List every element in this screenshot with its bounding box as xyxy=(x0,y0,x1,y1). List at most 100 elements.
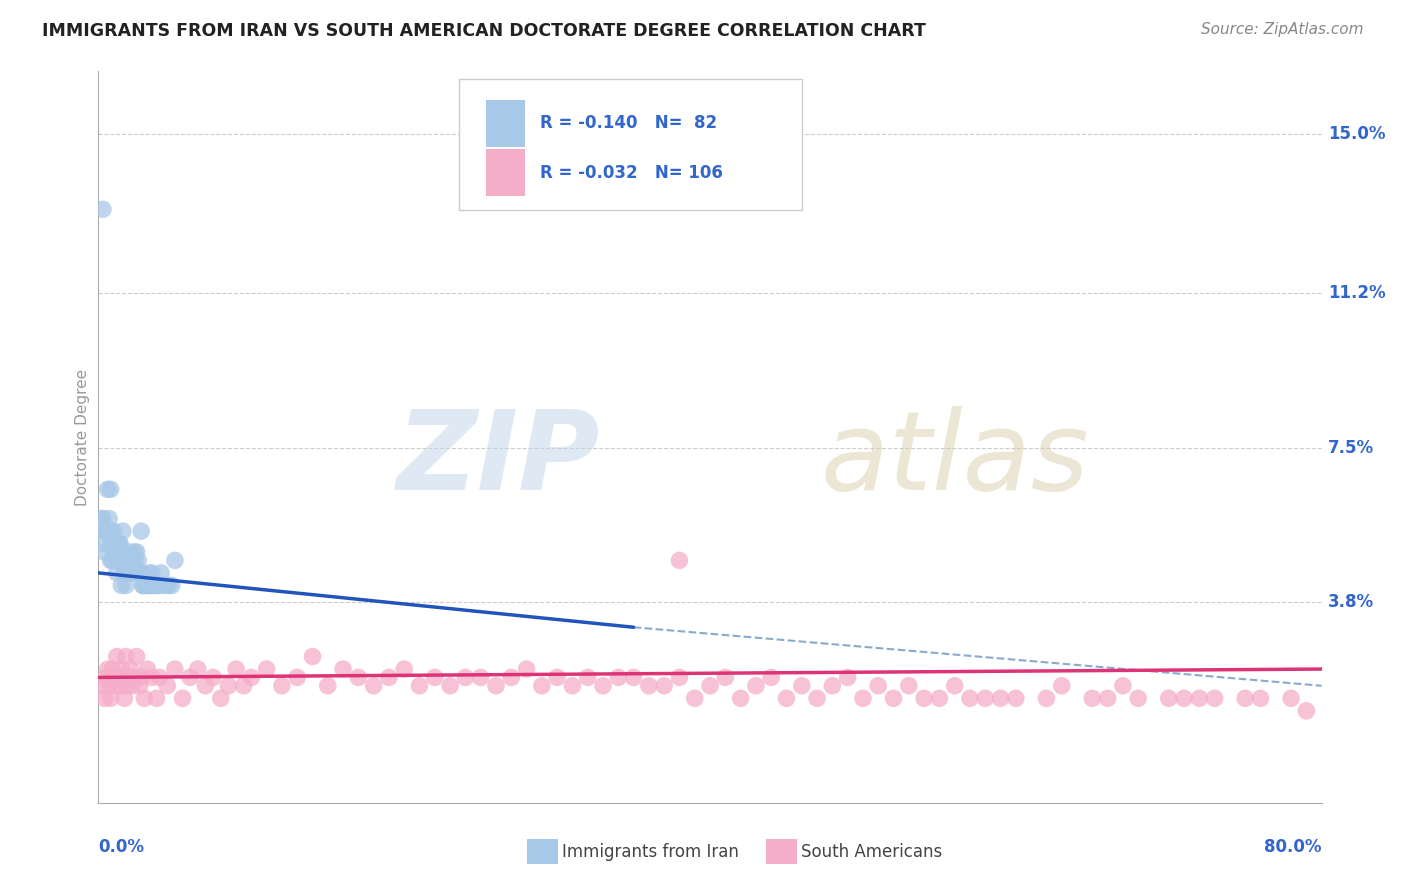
Point xyxy=(623,670,645,684)
Point xyxy=(115,649,138,664)
Bar xyxy=(486,149,526,196)
Point xyxy=(943,679,966,693)
Point xyxy=(94,524,117,538)
Text: 15.0%: 15.0% xyxy=(1327,125,1385,143)
Point xyxy=(101,553,124,567)
Point xyxy=(110,662,132,676)
Point xyxy=(103,536,125,550)
Point xyxy=(378,670,401,684)
Point xyxy=(110,553,132,567)
Point xyxy=(132,578,155,592)
Point xyxy=(120,545,142,559)
Point xyxy=(217,679,239,693)
Point xyxy=(103,670,125,684)
Point xyxy=(120,553,142,567)
Point xyxy=(120,662,142,676)
Point xyxy=(149,670,172,684)
Point xyxy=(91,202,114,217)
Point xyxy=(1295,704,1317,718)
Point xyxy=(145,578,167,592)
Point xyxy=(98,511,121,525)
Point xyxy=(730,691,752,706)
Point xyxy=(129,524,152,538)
Point xyxy=(100,536,122,550)
Point xyxy=(837,670,859,684)
Point xyxy=(163,553,186,567)
Point xyxy=(117,679,139,693)
Point xyxy=(105,553,128,567)
Point xyxy=(194,679,217,693)
Point xyxy=(143,578,166,592)
Point xyxy=(108,679,131,693)
Point xyxy=(100,553,122,567)
Point xyxy=(806,691,828,706)
Point xyxy=(125,649,148,664)
Point xyxy=(112,553,135,567)
Point xyxy=(122,670,145,684)
Point xyxy=(912,691,935,706)
Point xyxy=(202,670,225,684)
Point xyxy=(97,662,120,676)
Point xyxy=(97,524,120,538)
Point xyxy=(240,670,263,684)
Point xyxy=(270,679,294,693)
Point xyxy=(668,553,690,567)
Point xyxy=(1128,691,1150,706)
Point xyxy=(172,691,194,706)
Point xyxy=(1050,679,1073,693)
Text: IMMIGRANTS FROM IRAN VS SOUTH AMERICAN DOCTORATE DEGREE CORRELATION CHART: IMMIGRANTS FROM IRAN VS SOUTH AMERICAN D… xyxy=(42,22,927,40)
Point xyxy=(97,524,120,538)
Point xyxy=(93,545,115,559)
Point xyxy=(120,566,142,580)
Point xyxy=(111,670,134,684)
Point xyxy=(105,553,128,567)
Point xyxy=(363,679,385,693)
Point xyxy=(232,679,254,693)
Point xyxy=(761,670,783,684)
Point xyxy=(225,662,247,676)
Point xyxy=(104,679,127,693)
Point xyxy=(209,691,232,706)
Point xyxy=(928,691,950,706)
Point xyxy=(128,566,150,580)
Point xyxy=(128,566,150,580)
Point xyxy=(117,566,139,580)
Point xyxy=(101,536,124,550)
Point xyxy=(439,679,461,693)
Point xyxy=(105,649,128,664)
Point xyxy=(125,566,148,580)
Point xyxy=(1097,691,1119,706)
Point xyxy=(129,670,152,684)
Point xyxy=(111,524,134,538)
Point xyxy=(93,691,115,706)
Point xyxy=(108,536,131,550)
Point xyxy=(118,566,141,580)
Point xyxy=(990,691,1012,706)
Point xyxy=(156,679,179,693)
Text: 3.8%: 3.8% xyxy=(1327,593,1374,611)
Point xyxy=(107,553,129,567)
Point xyxy=(1112,679,1135,693)
Point xyxy=(127,566,149,580)
Point xyxy=(1081,691,1104,706)
Point xyxy=(852,691,875,706)
Point xyxy=(179,670,201,684)
Point xyxy=(1250,691,1272,706)
Point xyxy=(1035,691,1057,706)
Point xyxy=(141,670,163,684)
Point xyxy=(134,578,156,592)
Point xyxy=(316,679,339,693)
Point xyxy=(1157,691,1180,706)
Point xyxy=(347,670,370,684)
Point xyxy=(485,679,508,693)
FancyBboxPatch shape xyxy=(460,78,801,211)
Point xyxy=(135,578,157,592)
Point xyxy=(110,578,132,592)
Point xyxy=(160,578,183,592)
Point xyxy=(868,679,890,693)
Text: ZIP: ZIP xyxy=(396,406,600,513)
Point xyxy=(115,578,138,592)
Point xyxy=(592,679,614,693)
Point xyxy=(122,566,145,580)
Point xyxy=(1004,691,1026,706)
